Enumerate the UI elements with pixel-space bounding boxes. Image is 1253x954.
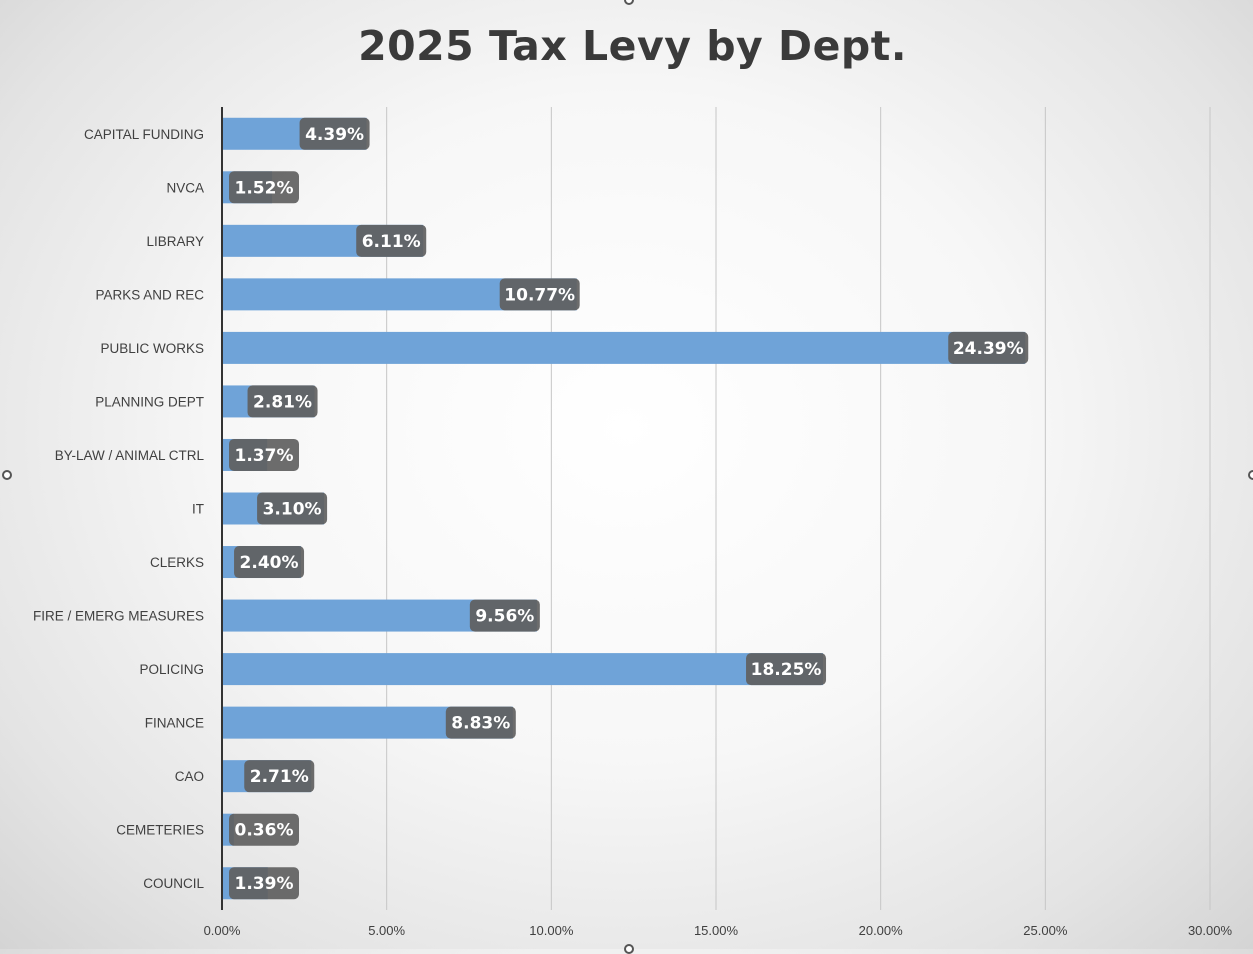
- x-tick-label: 0.00%: [204, 923, 241, 938]
- data-label: 8.83%: [451, 714, 510, 734]
- data-label-box: [257, 492, 328, 525]
- data-label: 9.56%: [475, 607, 534, 627]
- data-label: 6.11%: [362, 232, 421, 252]
- category-label: FIRE / EMERG MEASURES: [33, 609, 204, 624]
- data-label: 1.52%: [235, 178, 294, 198]
- data-label: 2.40%: [240, 553, 299, 573]
- x-tick-label: 5.00%: [368, 923, 405, 938]
- resize-handle-left[interactable]: [2, 470, 12, 480]
- bar: [222, 331, 1026, 364]
- data-label-box: [229, 438, 299, 471]
- x-tick-label: 10.00%: [529, 923, 574, 938]
- x-tick-label: 30.00%: [1188, 923, 1233, 938]
- data-label: 18.25%: [751, 660, 822, 680]
- category-label: NVCA: [166, 180, 204, 195]
- data-label-box: [356, 224, 427, 257]
- x-tick-label: 20.00%: [859, 923, 904, 938]
- data-label-box: [229, 867, 299, 900]
- data-label-box: [469, 599, 540, 632]
- category-label: LIBRARY: [146, 234, 204, 249]
- category-label: PLANNING DEPT: [95, 394, 204, 409]
- data-label: 2.81%: [253, 392, 312, 412]
- data-label-box: [244, 760, 315, 793]
- data-label-box: [948, 331, 1029, 364]
- data-label-box: [229, 813, 299, 846]
- category-label: CAPITAL FUNDING: [84, 127, 204, 142]
- category-label: IT: [192, 502, 204, 517]
- data-label: 1.39%: [235, 874, 294, 894]
- resize-handle-top[interactable]: [624, 0, 634, 5]
- category-label: POLICING: [139, 662, 204, 677]
- data-label-box: [746, 653, 827, 686]
- data-label: 10.77%: [504, 285, 575, 305]
- x-tick-label: 25.00%: [1023, 923, 1068, 938]
- data-label-box: [247, 385, 318, 418]
- data-label: 3.10%: [263, 500, 322, 520]
- data-label-box: [229, 171, 299, 204]
- resize-handle-right[interactable]: [1248, 470, 1253, 480]
- x-tick-label: 15.00%: [694, 923, 739, 938]
- data-label-box: [234, 546, 305, 579]
- data-label: 4.39%: [305, 125, 364, 145]
- bar: [222, 653, 824, 686]
- data-label: 24.39%: [953, 339, 1024, 359]
- data-label-box: [445, 706, 516, 739]
- category-label: PUBLIC WORKS: [100, 341, 204, 356]
- data-label: 1.37%: [235, 446, 294, 466]
- data-label-box: [499, 278, 580, 311]
- category-label: COUNCIL: [143, 876, 204, 891]
- category-label: FINANCE: [145, 716, 204, 731]
- category-label: PARKS AND REC: [95, 287, 204, 302]
- data-label: 2.71%: [250, 767, 309, 787]
- category-label: BY-LAW / ANIMAL CTRL: [55, 448, 205, 463]
- category-label: CEMETERIES: [116, 823, 204, 838]
- chart-title: 2025 Tax Levy by Dept.: [358, 22, 907, 70]
- category-label: CLERKS: [150, 555, 204, 570]
- resize-handle-bottom[interactable]: [624, 944, 634, 954]
- data-label: 0.36%: [235, 821, 294, 841]
- data-label-box: [299, 117, 370, 150]
- bar: [222, 813, 234, 846]
- category-label: CAO: [175, 769, 204, 784]
